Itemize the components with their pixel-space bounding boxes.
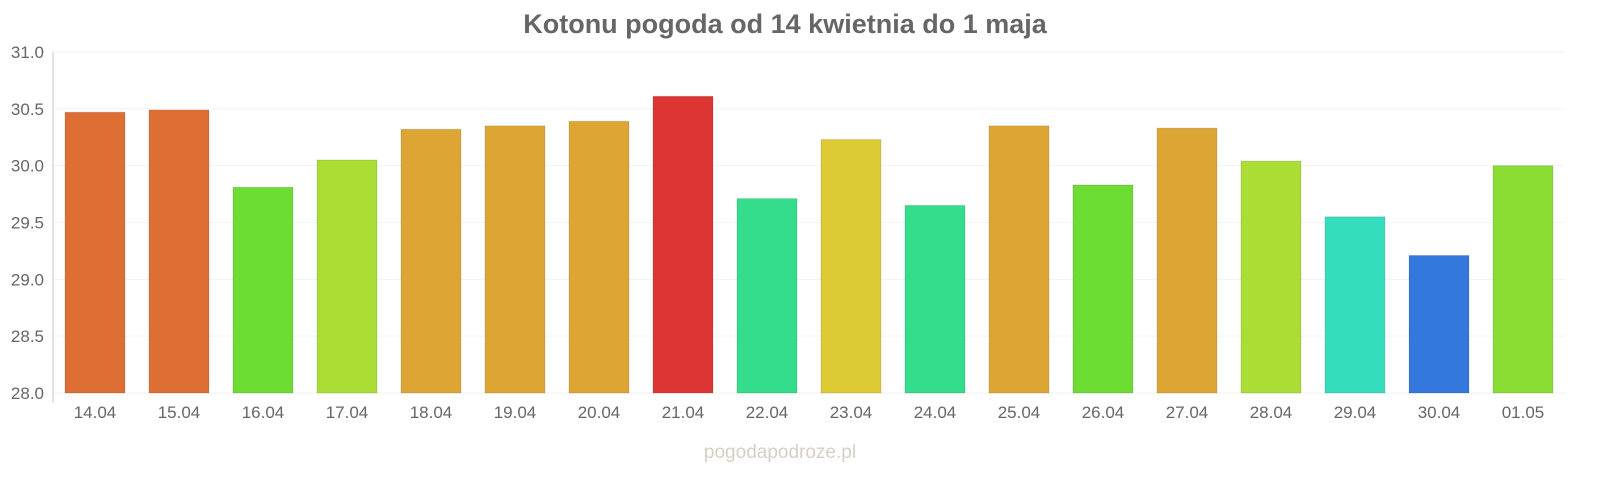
bar-19.04 bbox=[484, 125, 546, 394]
bar-23.04 bbox=[820, 139, 882, 394]
bar-17.04 bbox=[316, 159, 378, 394]
x-tick-label: 14.04 bbox=[74, 403, 117, 422]
y-axis-ticks: 28.0 28.5 29.0 29.5 30.0 30.5 31.0 bbox=[11, 43, 44, 403]
grid bbox=[53, 51, 1565, 394]
bar-14.04 bbox=[64, 111, 126, 394]
bar-18.04 bbox=[400, 128, 462, 394]
x-tick-label: 29.04 bbox=[1334, 403, 1377, 422]
y-tick-label: 29.5 bbox=[11, 214, 44, 233]
x-tick-label: 26.04 bbox=[1082, 403, 1125, 422]
x-tick-label: 21.04 bbox=[662, 403, 705, 422]
y-tick-label: 29.0 bbox=[11, 270, 44, 289]
bar-21.04 bbox=[652, 95, 714, 394]
bar-25.04 bbox=[988, 125, 1050, 394]
bar-15.04 bbox=[148, 109, 210, 394]
bars bbox=[64, 95, 1554, 394]
bar-22.04 bbox=[736, 198, 798, 394]
x-tick-label: 01.05 bbox=[1502, 403, 1545, 422]
bar-27.04 bbox=[1156, 127, 1218, 394]
bar-30.04 bbox=[1408, 254, 1470, 394]
y-tick-label: 31.0 bbox=[11, 43, 44, 62]
x-tick-label: 20.04 bbox=[578, 403, 621, 422]
x-tick-label: 22.04 bbox=[746, 403, 789, 422]
x-tick-label: 19.04 bbox=[494, 403, 537, 422]
bar-16.04 bbox=[232, 186, 294, 394]
x-tick-label: 25.04 bbox=[998, 403, 1041, 422]
x-tick-label: 17.04 bbox=[326, 403, 369, 422]
bar-29.04 bbox=[1324, 216, 1386, 394]
bar-24.04 bbox=[904, 204, 966, 394]
x-tick-label: 23.04 bbox=[830, 403, 873, 422]
y-tick-label: 30.0 bbox=[11, 157, 44, 176]
bar-28.04 bbox=[1240, 160, 1302, 394]
x-tick-label: 16.04 bbox=[242, 403, 285, 422]
x-tick-label: 18.04 bbox=[410, 403, 453, 422]
x-tick-label: 24.04 bbox=[914, 403, 957, 422]
y-tick-label: 28.0 bbox=[11, 384, 44, 403]
x-tick-label: 27.04 bbox=[1166, 403, 1209, 422]
x-tick-label: 30.04 bbox=[1418, 403, 1461, 422]
x-tick-label: 28.04 bbox=[1250, 403, 1293, 422]
bar-20.04 bbox=[568, 120, 630, 394]
watermark: pogodapodroze.pl bbox=[704, 442, 856, 463]
y-tick-label: 30.5 bbox=[11, 100, 44, 119]
x-tick-label: 15.04 bbox=[158, 403, 201, 422]
bar-26.04 bbox=[1072, 184, 1134, 394]
x-axis-ticks: 14.04 15.04 16.04 17.04 18.04 19.04 20.04 21.04… bbox=[74, 403, 1545, 422]
bar-01.05 bbox=[1492, 165, 1554, 394]
chart-title: Kotonu pogoda od 14 kwietnia do 1 maja bbox=[523, 9, 1048, 39]
y-tick-label: 28.5 bbox=[11, 327, 44, 346]
